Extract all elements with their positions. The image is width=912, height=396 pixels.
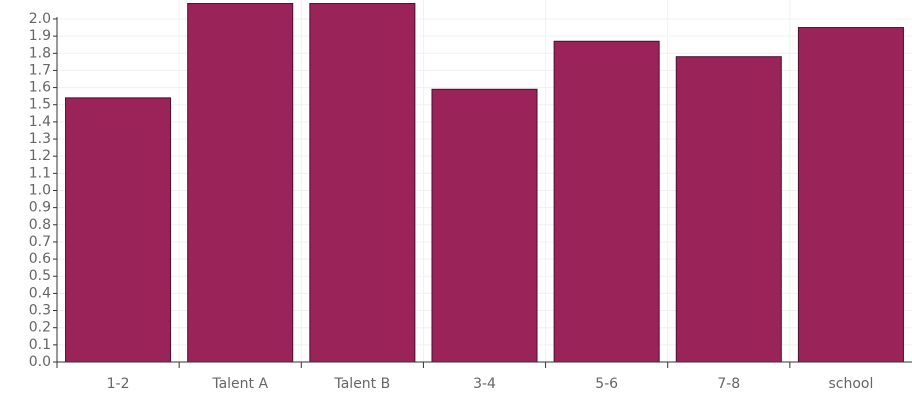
y-tick-label: 1.8 (29, 45, 51, 61)
y-tick-label: 0.3 (29, 303, 51, 319)
y-tick-label: 0.4 (29, 285, 51, 301)
y-tick-label: 1.9 (29, 28, 51, 44)
bar (553, 40, 660, 363)
x-tick-label: Talent A (211, 376, 268, 392)
y-tick-label: 0.8 (29, 217, 51, 233)
y-tick-label: 1.7 (29, 62, 51, 78)
bar (797, 27, 904, 363)
x-tick-label: 5-6 (595, 376, 618, 392)
y-tick-label: 0.9 (29, 200, 51, 216)
x-tick-label: school (828, 376, 873, 392)
x-tick-label: 1-2 (107, 376, 130, 392)
bar (187, 3, 294, 363)
y-tick-label: 1.6 (29, 80, 51, 96)
y-tick-label: 0.1 (29, 337, 51, 353)
x-tick-label: 7-8 (717, 376, 740, 392)
bar (309, 3, 416, 363)
y-tick-label: 0.6 (29, 251, 51, 267)
y-tick-label: 0.0 (29, 354, 51, 370)
y-tick-label: 1.5 (29, 97, 51, 113)
y-tick-label: 1.3 (29, 131, 51, 147)
y-tick-label: 2.0 (29, 11, 51, 27)
y-tick-label: 1.0 (29, 182, 51, 198)
x-tick-label: Talent B (333, 376, 390, 392)
y-tick-label: 1.2 (29, 148, 51, 164)
bar (675, 56, 782, 363)
bar (431, 88, 538, 363)
y-tick-label: 0.7 (29, 234, 51, 250)
y-tick-label: 0.2 (29, 320, 51, 336)
y-tick-label: 0.5 (29, 268, 51, 284)
bar (65, 97, 172, 363)
y-tick-label: 1.4 (29, 114, 51, 130)
y-tick-label: 1.1 (29, 165, 51, 181)
x-tick-label: 3-4 (473, 376, 496, 392)
